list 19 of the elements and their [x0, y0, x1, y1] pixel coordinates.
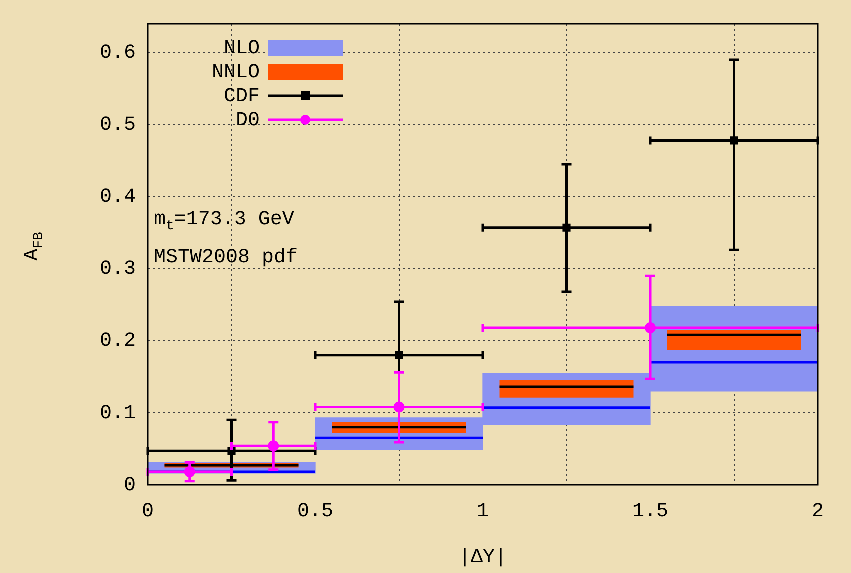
x-tick-label: 0	[142, 500, 154, 524]
x-axis-title: |ΔY|	[458, 546, 508, 570]
y-axis-title: AFB	[21, 232, 48, 261]
y-tick-label: 0.2	[100, 330, 136, 354]
y-tick-label: 0.4	[100, 186, 136, 210]
x-tick-label: 1.5	[632, 500, 669, 524]
y-tick-label: 0.5	[100, 114, 136, 138]
legend-label: NLO	[224, 37, 260, 60]
y-tick-label: 0.6	[100, 42, 136, 66]
legend-label: CDF	[224, 85, 260, 108]
x-tick-label: 1	[476, 500, 490, 524]
y-tick-label: 0.1	[100, 402, 136, 426]
y-tick-label: 0.3	[100, 258, 136, 282]
y-tick-label: 0	[124, 474, 136, 498]
annotation: MSTW2008 pdf	[154, 246, 298, 270]
legend-label: NNLO	[212, 61, 260, 84]
x-tick-label: 2	[812, 500, 824, 524]
x-tick-label: 0.5	[297, 500, 334, 524]
legend-label: D0	[236, 109, 260, 132]
